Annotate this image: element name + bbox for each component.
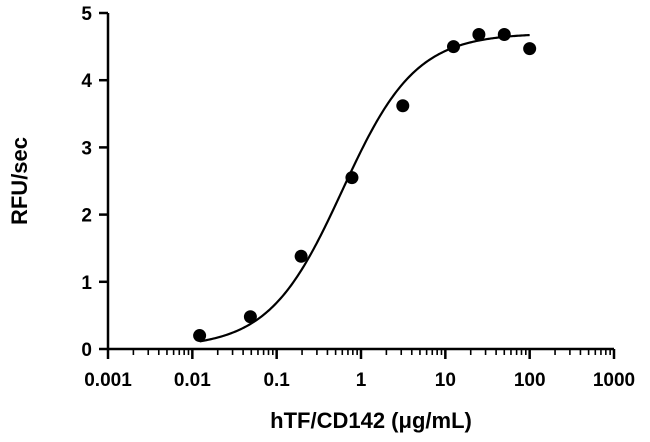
x-tick-label: 10 bbox=[435, 370, 456, 391]
data-points bbox=[193, 28, 537, 343]
data-point bbox=[294, 249, 308, 263]
data-point bbox=[472, 28, 486, 42]
y-tick-label: 2 bbox=[81, 206, 92, 227]
y-tick-label: 0 bbox=[81, 340, 92, 361]
data-point bbox=[497, 28, 511, 42]
fit-curve bbox=[199, 33, 530, 343]
y-axis-ticks: 0 1 2 3 4 5 bbox=[81, 4, 108, 361]
data-point bbox=[523, 42, 537, 56]
x-tick-label: 1 bbox=[356, 370, 367, 391]
x-tick-label: 0.01 bbox=[174, 370, 211, 391]
fit-curve-layer bbox=[199, 33, 530, 343]
y-tick-label: 3 bbox=[81, 138, 92, 159]
data-point bbox=[396, 99, 410, 113]
y-axis-title: RFU/sec bbox=[7, 137, 32, 225]
data-point bbox=[345, 171, 359, 185]
x-axis-title: hTF/CD142 (μg/mL) bbox=[270, 408, 472, 433]
x-tick-label: 0.001 bbox=[84, 370, 132, 391]
x-tick-label: 0.1 bbox=[263, 370, 290, 391]
data-point bbox=[447, 40, 461, 54]
data-point bbox=[193, 329, 207, 343]
x-tick-label: 100 bbox=[514, 370, 546, 391]
x-axis-ticks: 0.001 0.01 0.1 1 10 100 1000 bbox=[84, 349, 635, 391]
data-point bbox=[243, 310, 257, 324]
x-tick-label: 1000 bbox=[593, 370, 635, 391]
y-tick-label: 4 bbox=[81, 71, 92, 92]
y-tick-label: 1 bbox=[81, 273, 92, 294]
axes: 0 1 2 3 4 5 0.001 0.01 0.1 1 10 100 1000 bbox=[81, 4, 635, 391]
y-tick-label: 5 bbox=[81, 4, 92, 25]
